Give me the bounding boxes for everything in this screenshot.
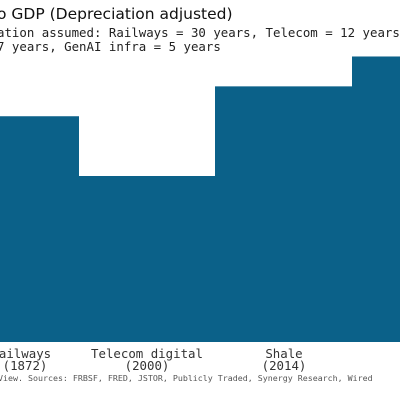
source-note: View. Sources: FRBSF, FRED, JSTOR, Publi… [0,373,373,383]
x-tick-name-2: Shale [265,346,302,361]
x-tick-labels: ailways(1872) Telecom digital(2000) Shale(… [0,346,306,373]
bar-3 [352,56,400,342]
x-tick-year-1: (2000) [125,358,170,373]
x-tick-year-0: (1872) [3,358,48,373]
bar-2 [215,86,353,342]
x-tick-name-1: Telecom digital [91,346,203,361]
x-tick-name-0: ailways [0,346,51,361]
bar-1 [78,176,216,342]
bar-0 [0,116,79,343]
chart-subtitle-line-2: 7 years, GenAI infra = 5 years [0,39,221,54]
chart-subtitle-line-1: ation assumed: Railways = 30 years, Tele… [0,25,400,40]
x-tick-year-2: (2014) [262,358,307,373]
chart-title: o GDP (Depreciation adjusted) [0,5,233,23]
bars-group [0,56,400,343]
